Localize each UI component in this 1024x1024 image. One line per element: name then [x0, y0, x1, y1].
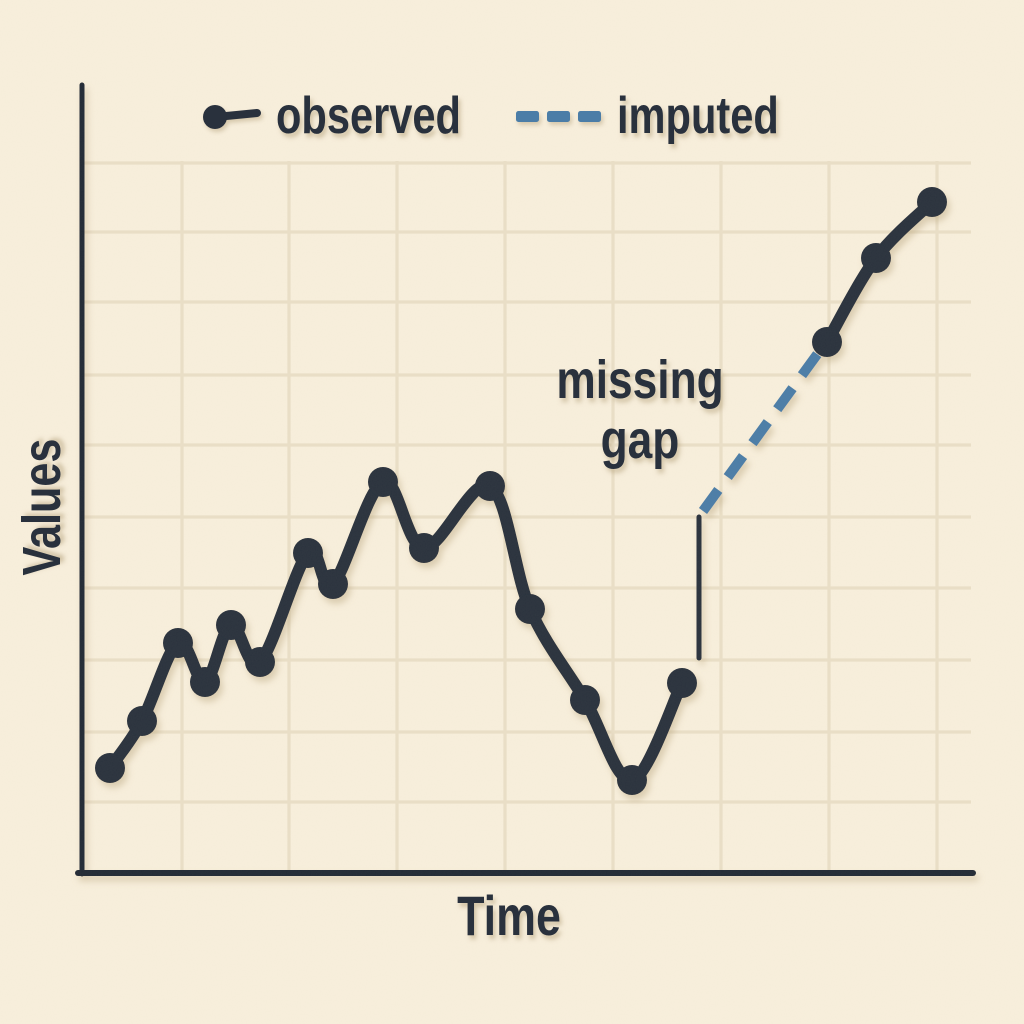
annotation-line-2: gap: [600, 410, 680, 470]
data-point: [216, 610, 246, 640]
data-point: [293, 538, 323, 568]
imputed-dash-marker-icon: [516, 110, 601, 122]
data-point: [475, 471, 505, 501]
x-axis-label: Time: [457, 884, 561, 947]
data-point: [667, 668, 697, 698]
data-point: [368, 467, 398, 497]
data-point: [127, 706, 157, 736]
data-point: [617, 765, 647, 795]
data-point: [570, 685, 600, 715]
data-point: [812, 327, 842, 357]
data-point: [515, 594, 545, 624]
annotation-line-1: missing: [556, 350, 724, 410]
data-point: [95, 753, 125, 783]
data-point: [318, 569, 348, 599]
legend-label-observed: observed: [276, 87, 461, 145]
data-point: [163, 628, 193, 658]
legend-item-observed: observed: [200, 86, 507, 146]
data-point: [190, 667, 220, 697]
data-series: [95, 187, 947, 795]
legend-label-imputed: imputed: [617, 87, 779, 145]
grid-lines: [84, 161, 971, 875]
axes: [75, 82, 976, 877]
data-point: [245, 647, 275, 677]
missing-gap-annotation: missing gap: [529, 350, 750, 470]
legend-item-imputed: imputed: [516, 86, 819, 146]
y-axis-label: Values: [12, 438, 72, 576]
data-point: [861, 243, 891, 273]
observed-line-marker-icon: [203, 105, 261, 129]
data-point: [917, 187, 947, 217]
data-point: [409, 533, 439, 563]
